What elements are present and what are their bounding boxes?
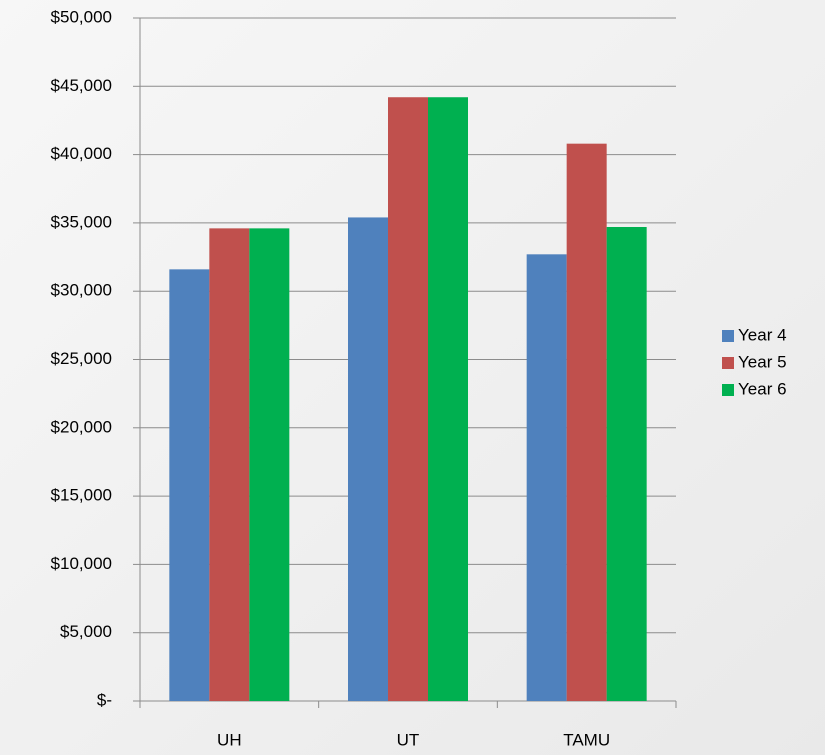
bar [388, 97, 428, 701]
x-tick-label: TAMU [563, 730, 610, 749]
bar [526, 254, 567, 701]
legend-label: Year 5 [738, 352, 787, 371]
y-tick-label: $15,000 [51, 486, 112, 505]
legend-swatch [722, 384, 734, 396]
y-tick-label: $35,000 [51, 212, 112, 231]
y-tick-label: $10,000 [51, 554, 112, 573]
y-tick-label: $30,000 [51, 281, 112, 300]
bar [428, 97, 468, 701]
bar [348, 217, 388, 701]
y-tick-label: $45,000 [51, 76, 112, 95]
y-tick-label: $20,000 [51, 417, 112, 436]
legend-swatch [722, 357, 734, 369]
x-tick-label: UH [217, 730, 242, 749]
x-tick-label: UT [397, 730, 420, 749]
y-tick-label: $- [97, 690, 112, 709]
legend-label: Year 6 [738, 379, 787, 398]
legend-swatch [722, 330, 734, 342]
legend-label: Year 4 [738, 325, 787, 344]
y-tick-label: $40,000 [51, 144, 112, 163]
bar [209, 228, 250, 701]
y-tick-label: $25,000 [51, 349, 112, 368]
y-tick-label: $50,000 [51, 7, 112, 26]
y-tick-label: $5,000 [60, 622, 112, 641]
bar [606, 226, 647, 702]
bar [169, 269, 210, 701]
bar [249, 228, 290, 701]
bar [566, 143, 607, 701]
